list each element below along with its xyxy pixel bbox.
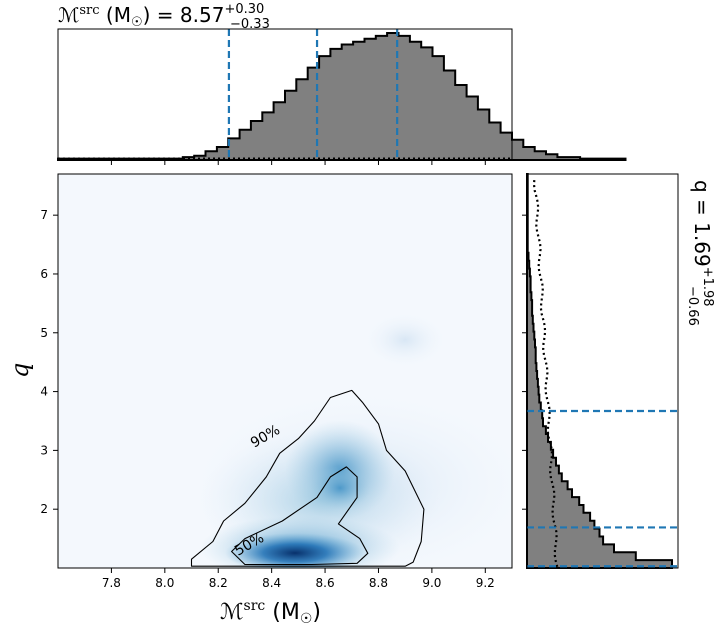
top-histogram-panel bbox=[57, 28, 627, 165]
right-histogram-panel bbox=[522, 173, 679, 569]
y-tick-label: 2 bbox=[40, 502, 48, 516]
y-tick-label: 7 bbox=[40, 208, 48, 222]
top-title: ℳsrc (M☉) = 8.57+0.30 −0.33 bbox=[58, 2, 270, 32]
x-tick-label: 8.6 bbox=[316, 576, 335, 590]
y-axis-label: q bbox=[6, 363, 34, 378]
right-title: q = 1.69+1.98−0.66 bbox=[685, 180, 715, 326]
q-prior-curve bbox=[532, 178, 559, 568]
y-tick-label: 5 bbox=[40, 326, 48, 340]
chirp-hist-fill bbox=[58, 33, 626, 160]
x-tick-label: 8.8 bbox=[369, 576, 388, 590]
x-tick-label: 9.2 bbox=[476, 576, 495, 590]
x-tick-label: 9.0 bbox=[422, 576, 441, 590]
y-tick-label: 6 bbox=[40, 267, 48, 281]
y-tick-label: 4 bbox=[40, 385, 48, 399]
x-tick-label: 8.0 bbox=[155, 576, 174, 590]
chirp-hist-outline bbox=[57, 32, 627, 161]
y-tick-label: 3 bbox=[40, 443, 48, 457]
density-blobs bbox=[170, 310, 512, 568]
x-axis-label: ℳsrc (M☉) bbox=[220, 598, 321, 627]
contour-50 bbox=[231, 466, 369, 566]
q-hist-outline bbox=[526, 173, 673, 569]
top-panel-frame bbox=[57, 28, 513, 161]
x-tick-label: 7.8 bbox=[102, 576, 121, 590]
main-panel-frame bbox=[57, 173, 513, 569]
contour-90 bbox=[190, 389, 425, 567]
x-tick-label: 8.2 bbox=[209, 576, 228, 590]
x-tick-label: 8.4 bbox=[262, 576, 281, 590]
right-panel-frame bbox=[526, 173, 679, 569]
q-hist-fill bbox=[527, 174, 672, 568]
